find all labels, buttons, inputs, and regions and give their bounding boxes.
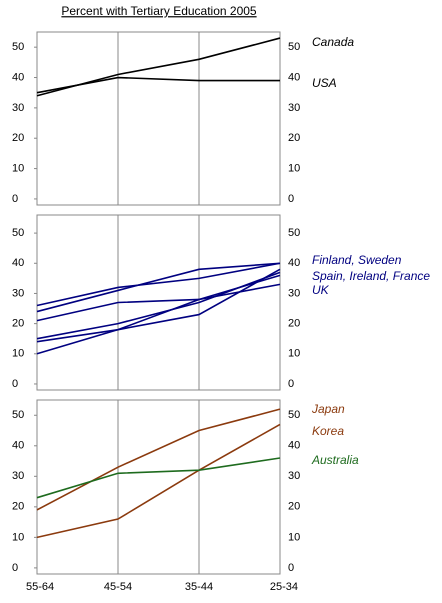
y-tick-label: 40 (12, 71, 24, 83)
y2-tick-label: 20 (288, 501, 300, 513)
annotation: UK (312, 283, 330, 297)
y-tick-label: 20 (12, 132, 24, 144)
y-tick-label: 40 (12, 440, 24, 452)
y-tick-label: 50 (12, 227, 24, 239)
series-line (36, 423, 281, 539)
y-tick-label: 10 (12, 162, 24, 174)
series-line (36, 274, 281, 355)
series-line (36, 262, 281, 313)
y2-tick-label: 50 (288, 227, 300, 239)
annotation: Japan (311, 402, 345, 416)
annotation: USA (312, 76, 337, 90)
y-tick-label: 30 (12, 102, 24, 114)
series-line (36, 37, 281, 97)
plot-frame (36, 31, 281, 206)
y2-tick-label: 10 (288, 531, 300, 543)
y2-tick-label: 30 (288, 287, 300, 299)
y-tick-label: 0 (12, 378, 18, 390)
y2-tick-label: 40 (288, 71, 300, 83)
series-line (36, 457, 281, 499)
y-tick-label: 30 (12, 470, 24, 482)
annotation: Australia (311, 453, 359, 467)
annotation: Spain, Ireland, France (312, 269, 430, 283)
y2-tick-label: 10 (288, 162, 300, 174)
x-tick-label: 25-34 (270, 581, 298, 593)
plot-frame (36, 399, 281, 575)
y2-tick-label: 0 (288, 378, 294, 390)
y-tick-label: 20 (12, 318, 24, 330)
y2-tick-label: 40 (288, 440, 300, 452)
y-tick-label: 50 (12, 409, 24, 421)
y2-tick-label: 0 (288, 562, 294, 574)
y-tick-label: 0 (12, 193, 18, 205)
y2-tick-label: 10 (288, 348, 300, 360)
y2-tick-label: 50 (288, 41, 300, 53)
plot-frame (36, 214, 281, 391)
y2-tick-label: 40 (288, 257, 300, 269)
x-tick-label: 55-64 (26, 581, 54, 593)
chart-title: Percent with Tertiary Education 2005 (61, 4, 257, 18)
y2-tick-label: 0 (288, 193, 294, 205)
y-tick-label: 30 (12, 287, 24, 299)
y2-tick-label: 20 (288, 318, 300, 330)
annotation: Finland, Sweden (312, 253, 402, 267)
annotation: Canada (312, 35, 354, 49)
series-line (36, 268, 281, 343)
y-tick-label: 50 (12, 41, 24, 53)
y-tick-label: 0 (12, 562, 18, 574)
x-tick-label: 35-44 (185, 581, 213, 593)
series-line (36, 408, 281, 511)
y2-tick-label: 20 (288, 132, 300, 144)
series-line (36, 76, 280, 94)
x-tick-label: 45-54 (104, 581, 132, 593)
y2-tick-label: 30 (288, 102, 300, 114)
annotation: Korea (312, 424, 344, 438)
y-tick-label: 40 (12, 257, 24, 269)
y-tick-label: 20 (12, 501, 24, 513)
y2-tick-label: 50 (288, 409, 300, 421)
y-tick-label: 10 (12, 348, 24, 360)
y-tick-label: 10 (12, 531, 24, 543)
y2-tick-label: 30 (288, 470, 300, 482)
series-line (36, 262, 281, 307)
